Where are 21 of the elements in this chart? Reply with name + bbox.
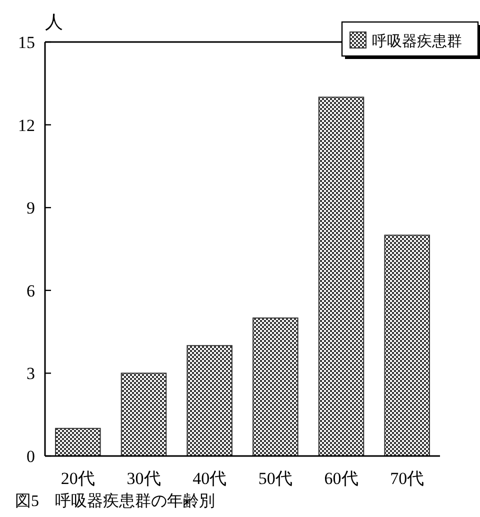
bar	[384, 234, 430, 456]
y-axis-title: 人	[45, 12, 63, 32]
y-tick-label: 0	[26, 447, 35, 466]
bar	[318, 96, 364, 456]
bar	[55, 428, 101, 456]
y-tick-label: 3	[26, 364, 35, 384]
bar	[186, 345, 232, 456]
x-tick-label: 30代	[126, 469, 161, 488]
x-tick-label: 70代	[390, 469, 424, 488]
y-tick-label: 12	[18, 116, 35, 135]
y-tick-label: 15	[18, 33, 35, 52]
caption: 図5 呼吸器疾患群の年齢別	[15, 492, 215, 510]
x-tick-label: 60代	[324, 469, 358, 488]
x-tick-label: 20代	[60, 469, 95, 488]
y-tick-label: 9	[26, 198, 35, 218]
legend-label: 呼吸器疾患群	[372, 33, 462, 50]
bar	[252, 318, 298, 456]
x-tick-label: 50代	[258, 469, 292, 488]
x-tick-label: 40代	[192, 469, 227, 488]
y-tick-label: 6	[26, 281, 35, 300]
bar	[120, 372, 167, 456]
